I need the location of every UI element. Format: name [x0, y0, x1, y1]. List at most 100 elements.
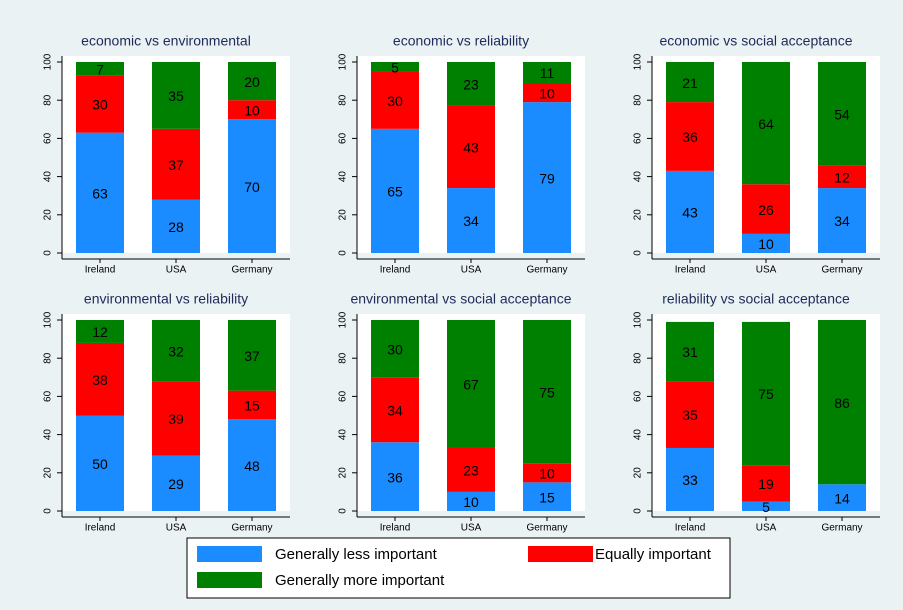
value-label: 36: [682, 129, 698, 145]
value-label: 63: [92, 186, 108, 202]
x-tick-label: USA: [461, 265, 482, 276]
legend-label: Generally more important: [275, 572, 445, 589]
value-label: 10: [539, 466, 555, 482]
bar-segment: [523, 320, 571, 464]
bar-segment: [371, 442, 419, 511]
value-label: 43: [463, 140, 479, 156]
value-label: 21: [682, 75, 698, 91]
value-label: 15: [539, 489, 555, 505]
value-label: 64: [758, 116, 774, 132]
y-tick-label: 0: [633, 250, 644, 256]
x-tick-label: Ireland: [85, 265, 116, 276]
value-label: 12: [92, 324, 108, 340]
value-label: 37: [168, 157, 184, 173]
bar-segment: [523, 482, 571, 511]
y-tick-label: 80: [633, 352, 644, 364]
y-tick-label: 20: [338, 467, 349, 479]
y-tick-label: 20: [43, 467, 54, 479]
value-label: 38: [92, 372, 108, 388]
bar-segment: [371, 377, 419, 443]
value-label: 75: [539, 384, 555, 400]
bar-segment: [818, 320, 866, 485]
value-label: 5: [391, 59, 399, 75]
bar-segment: [818, 62, 866, 166]
legend-swatch: [197, 546, 262, 562]
value-label: 7: [96, 61, 104, 77]
bar-segment: [228, 390, 276, 420]
value-label: 67: [463, 377, 479, 393]
y-tick-label: 80: [338, 352, 349, 364]
bar-segment: [228, 320, 276, 391]
value-label: 35: [682, 407, 698, 423]
value-label: 32: [168, 343, 184, 359]
x-tick-label: Ireland: [380, 265, 411, 276]
y-tick-label: 0: [338, 508, 349, 514]
bar-segment: [76, 62, 124, 76]
y-tick-label: 60: [43, 132, 54, 144]
value-label: 34: [834, 213, 850, 229]
bar-segment: [152, 128, 200, 200]
y-tick-label: 60: [633, 132, 644, 144]
chart-title: economic vs environmental: [81, 33, 251, 49]
bar-segment: [152, 320, 200, 382]
bar-segment: [152, 381, 200, 456]
bar-segment: [228, 100, 276, 120]
value-label: 79: [539, 170, 555, 186]
x-tick-label: USA: [166, 265, 187, 276]
value-label: 10: [244, 102, 260, 118]
bar-segment: [666, 381, 714, 448]
bar-segment: [666, 62, 714, 103]
y-tick-label: 80: [43, 94, 54, 106]
bar-segment: [447, 320, 495, 448]
bar-segment: [76, 415, 124, 511]
y-tick-label: 100: [338, 311, 349, 328]
bar-segment: [523, 62, 571, 84]
y-tick-label: 80: [633, 94, 644, 106]
bar-segment: [666, 102, 714, 171]
y-tick-label: 100: [338, 53, 349, 70]
bar-segment: [818, 165, 866, 189]
bar-segment: [742, 501, 790, 511]
bar-segment: [742, 62, 790, 185]
value-label: 75: [758, 386, 774, 402]
bar-segment: [371, 71, 419, 129]
x-tick-label: USA: [166, 523, 187, 534]
bar-segment: [76, 75, 124, 133]
value-label: 54: [834, 106, 850, 122]
y-tick-label: 100: [633, 53, 644, 70]
bar-segment: [818, 188, 866, 253]
value-label: 34: [463, 213, 479, 229]
bar-segment: [371, 62, 419, 72]
y-tick-label: 40: [338, 171, 349, 183]
value-label: 29: [168, 476, 184, 492]
x-tick-label: USA: [756, 265, 777, 276]
bar-segment: [228, 62, 276, 101]
value-label: 19: [758, 476, 774, 492]
x-tick-label: Germany: [526, 523, 567, 534]
bar-segment: [666, 321, 714, 382]
chart-title: economic vs social acceptance: [660, 33, 853, 49]
y-tick-label: 60: [338, 390, 349, 402]
y-tick-label: 20: [43, 209, 54, 221]
bar-segment: [742, 233, 790, 253]
value-label: 5: [762, 499, 770, 515]
bar-segment: [742, 321, 790, 466]
bar-segment: [666, 170, 714, 253]
y-tick-label: 0: [338, 250, 349, 256]
value-label: 15: [244, 398, 260, 414]
value-label: 35: [168, 88, 184, 104]
bar-segment: [152, 199, 200, 253]
y-tick-label: 40: [338, 429, 349, 441]
value-label: 33: [682, 472, 698, 488]
chart-title: environmental vs reliability: [84, 291, 248, 307]
legend-label: Generally less important: [275, 546, 438, 563]
bar-segment: [447, 447, 495, 492]
bar-segment: [447, 491, 495, 511]
bar-segment: [152, 455, 200, 511]
bar-segment: [742, 184, 790, 234]
value-label: 39: [168, 411, 184, 427]
legend-box: [186, 537, 731, 599]
bar-segment: [228, 119, 276, 253]
value-label: 30: [92, 97, 108, 113]
